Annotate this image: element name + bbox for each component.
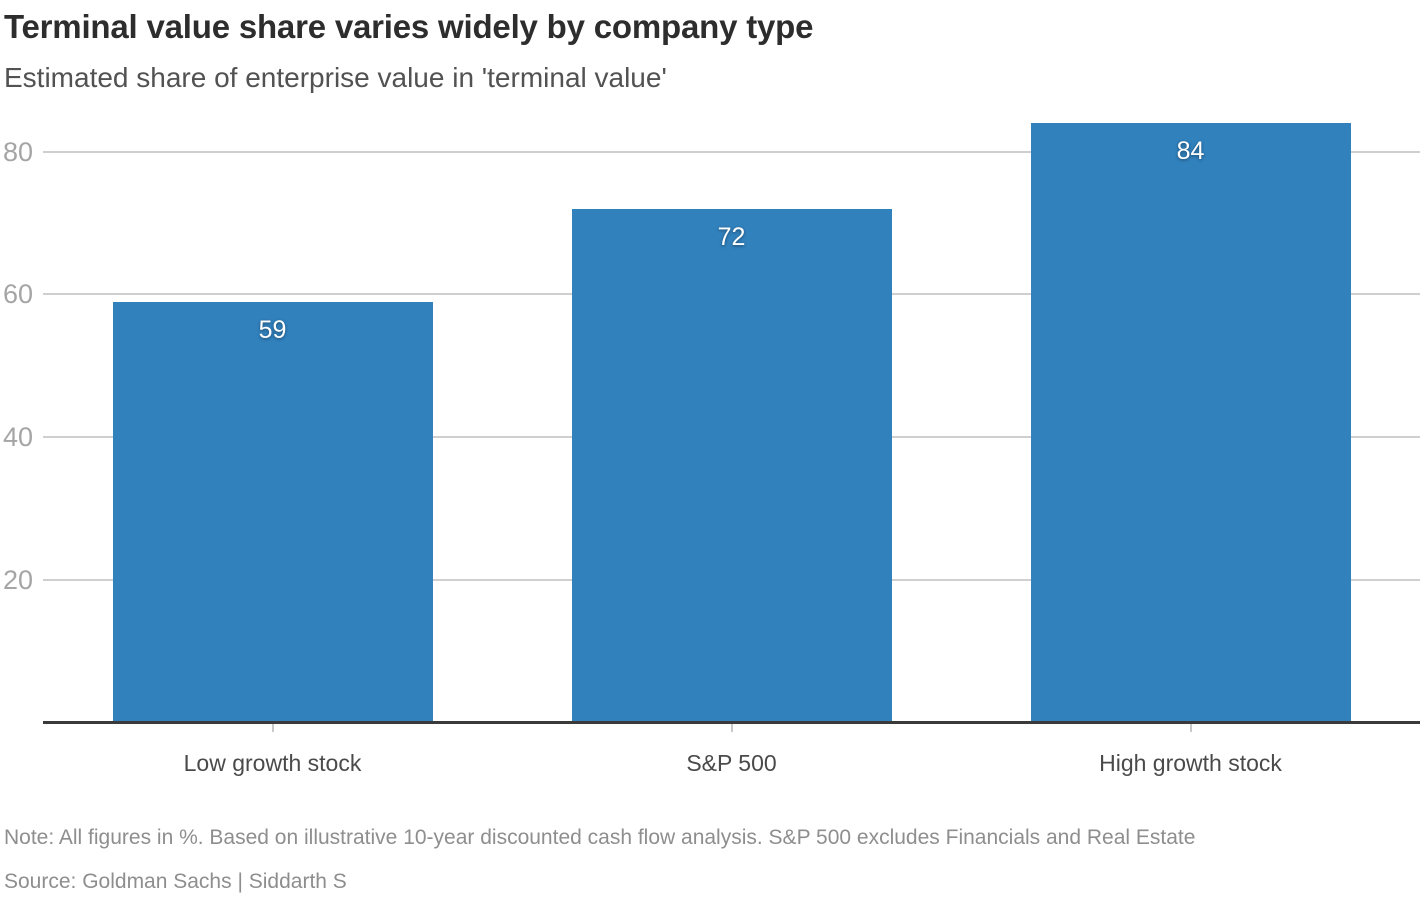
- y-axis-tick-label: 20: [2, 565, 33, 596]
- x-axis-tick: [271, 724, 274, 732]
- bar-high-growth-stock: 84: [1030, 123, 1351, 723]
- y-axis-tick-label: 80: [2, 136, 33, 167]
- x-category-label-3: High growth stock: [1099, 750, 1282, 776]
- x-category-label-1: Low growth stock: [183, 750, 362, 776]
- bar-value-label: 72: [717, 222, 746, 251]
- bar-low-growth-stock: 59: [112, 301, 433, 723]
- chart-note: Note: All figures in %. Based on illustr…: [4, 826, 1196, 849]
- y-axis-tick-label: 60: [2, 279, 33, 310]
- y-axis-tick-label: 40: [2, 422, 33, 453]
- x-axis-tick: [1189, 724, 1192, 732]
- bar-s-p-500: 72: [571, 208, 892, 723]
- chart-title: Terminal value share varies widely by co…: [4, 8, 814, 45]
- x-axis-tick: [730, 724, 733, 732]
- bar-value-label: 59: [258, 315, 287, 344]
- x-axis-line: [43, 721, 1420, 724]
- gridline-80: [43, 150, 1420, 153]
- bar-value-label: 84: [1176, 137, 1205, 165]
- x-category-label-2: S&P 500: [686, 750, 777, 776]
- chart-subtitle: Estimated share of enterprise value in '…: [4, 62, 667, 93]
- chart-source: Source: Goldman Sachs | Siddarth S: [4, 870, 347, 893]
